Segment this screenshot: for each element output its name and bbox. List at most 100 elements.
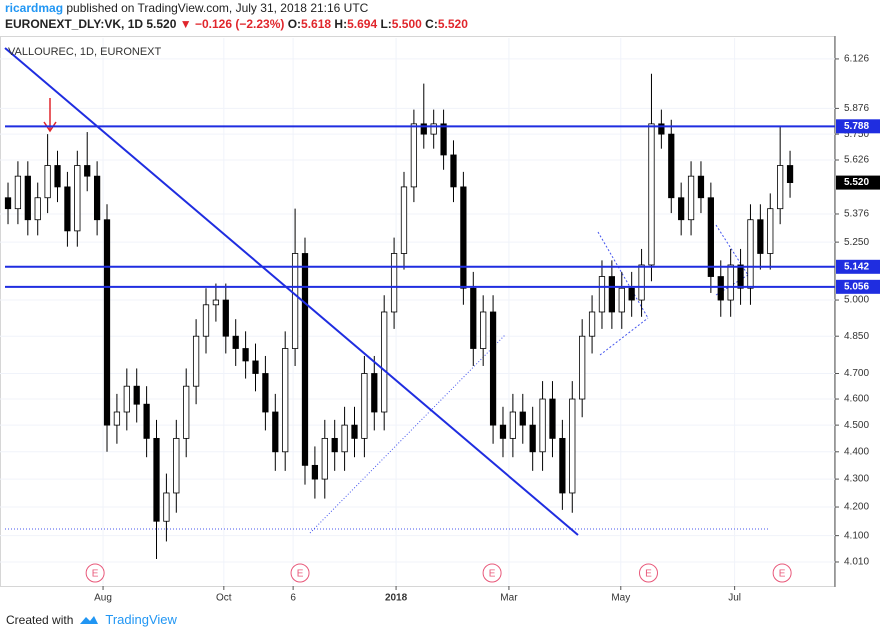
y-tick-label: 4.200 (844, 502, 869, 513)
candle-body (93, 175, 101, 221)
x-tick-label: Jul (728, 593, 741, 604)
candle-body (103, 219, 111, 426)
candle-body (410, 123, 418, 188)
candle-body (34, 197, 41, 221)
candle-body (608, 276, 615, 313)
event-label: E (489, 569, 496, 580)
candle-body (351, 424, 358, 439)
event-marker[interactable] (85, 563, 105, 583)
event-marker[interactable] (772, 563, 792, 583)
candle-body (678, 197, 685, 221)
candle-body (658, 123, 665, 135)
candle-body (440, 123, 447, 156)
trend-line (4, 47, 579, 536)
y-tick-label: 5.750 (844, 129, 869, 140)
candle-body (262, 373, 269, 413)
event-label: E (779, 569, 786, 580)
y-tick-label: 6.126 (844, 54, 869, 65)
logo (80, 615, 99, 624)
candle-body (648, 123, 655, 266)
event-marker[interactable] (638, 563, 658, 583)
candle-body (579, 335, 586, 400)
y-tick-label: 4.300 (844, 474, 869, 485)
last-price-box (836, 175, 880, 190)
price-box-label: 5.788 (844, 121, 869, 132)
brand[interactable]: TradingView (105, 612, 177, 627)
y-tick-label: 4.600 (844, 394, 869, 405)
created: Created with (6, 612, 74, 627)
candle-body (549, 398, 556, 439)
y-tick-label: 4.400 (844, 446, 869, 457)
candle-body (222, 299, 229, 337)
event-label: E (92, 569, 99, 580)
candle-body (133, 385, 140, 405)
ohlc-label: L: (380, 17, 392, 31)
candle-body (737, 264, 744, 289)
x-tick-label: Aug (94, 593, 112, 604)
candle-body (163, 492, 170, 522)
candle-body (638, 264, 645, 301)
ohlc-label: H: (334, 17, 348, 31)
user[interactable]: ricardmag (5, 1, 64, 15)
candle-body (757, 219, 764, 254)
price-box-label: 5.142 (844, 261, 869, 272)
candle-body (489, 311, 497, 426)
candle-body (232, 335, 239, 349)
ohlc-value: 5.520 (437, 17, 468, 31)
event-label: E (297, 569, 304, 580)
last-price-label: 5.520 (844, 177, 869, 188)
candle-body (44, 165, 51, 199)
candle-body (123, 385, 130, 413)
candle-body (212, 299, 220, 306)
symbol-line: EURONEXT_DLY:VK, 1D 5.520 ▼ −0.126 (−2.2… (5, 17, 468, 31)
logo-shape (80, 615, 99, 624)
candle-body (509, 411, 517, 439)
candle-body (54, 165, 61, 188)
y-tick-label: 5.876 (844, 103, 869, 114)
y-tick-label: 4.100 (844, 530, 869, 541)
event-marker[interactable] (290, 563, 310, 583)
candle-body (381, 311, 388, 413)
candle-body (430, 123, 437, 135)
plot-frame (0, 36, 835, 587)
candle-body (321, 437, 328, 480)
candle-body (74, 165, 81, 232)
ohlc-label: C: (425, 17, 438, 31)
candle-body (24, 175, 31, 221)
arrow-head (43, 121, 57, 133)
x-tick-label: 2018 (385, 593, 408, 604)
event-marker[interactable] (482, 563, 502, 583)
price-box (836, 279, 880, 294)
candle-body (361, 373, 368, 439)
candle-body (272, 411, 279, 453)
candle-body (14, 175, 22, 210)
candle-body (628, 287, 635, 301)
published: published on TradingView.com, July 31, 2… (66, 1, 369, 15)
candle-body (470, 287, 477, 349)
candle-body (777, 165, 784, 210)
candle-body (588, 311, 596, 337)
candle-body (331, 437, 338, 453)
candle-body (687, 175, 695, 221)
candle-body (252, 360, 259, 374)
candle-body (707, 197, 714, 277)
candle-body (341, 424, 348, 453)
candle-body (173, 437, 180, 494)
candle-body (242, 348, 249, 362)
chart-title: VALLOUREC, 1D, EURONEXT (8, 46, 162, 58)
y-tick-label: 5.626 (844, 155, 869, 166)
candle-body (598, 276, 606, 313)
candle-body (569, 398, 576, 494)
y-tick-label: 4.500 (844, 420, 869, 431)
y-tick-label: 5.000 (844, 295, 869, 306)
candle-body (183, 385, 190, 439)
candle-body (727, 264, 734, 301)
candle-body (668, 133, 675, 199)
channel-dotted (309, 334, 506, 534)
candle-body (282, 348, 289, 453)
candle-body (143, 403, 150, 439)
candle-body (202, 304, 210, 337)
symbol: EURONEXT_DLY:VK, 1D (5, 17, 144, 31)
